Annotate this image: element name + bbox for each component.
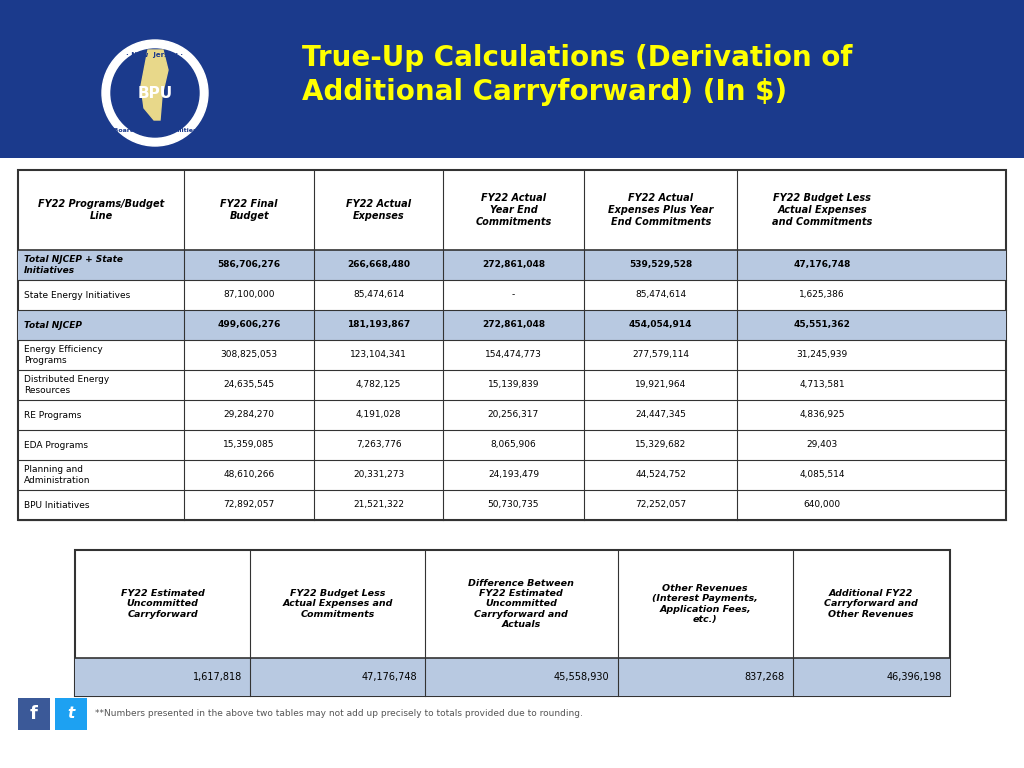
Text: 277,579,114: 277,579,114 [632, 350, 689, 359]
Text: 272,861,048: 272,861,048 [482, 320, 545, 329]
Text: 272,861,048: 272,861,048 [482, 260, 545, 270]
Text: 4,713,581: 4,713,581 [800, 380, 845, 389]
Text: RE Programs: RE Programs [24, 411, 81, 419]
Text: 454,054,914: 454,054,914 [629, 320, 692, 329]
Text: 8,065,906: 8,065,906 [490, 441, 537, 449]
Text: EDA Programs: EDA Programs [24, 441, 88, 449]
Circle shape [111, 49, 199, 137]
Text: 29,403: 29,403 [807, 441, 838, 449]
Bar [18, 250, 1006, 280]
Text: FY22 Programs/Budget
Line: FY22 Programs/Budget Line [38, 199, 164, 221]
Text: 87,100,000: 87,100,000 [223, 290, 274, 300]
Text: 154,474,773: 154,474,773 [485, 350, 542, 359]
Text: -: - [512, 290, 515, 300]
Text: Difference Between
FY22 Estimated
Uncommitted
Carryforward and
Actuals: Difference Between FY22 Estimated Uncomm… [468, 579, 574, 629]
Text: True-Up Calculations (Derivation of: True-Up Calculations (Derivation of [302, 44, 853, 72]
Text: 72,892,057: 72,892,057 [223, 501, 274, 509]
Text: BPU: BPU [137, 85, 173, 101]
Circle shape [95, 33, 215, 153]
Text: f: f [30, 705, 38, 723]
Text: 31,245,939: 31,245,939 [797, 350, 848, 359]
Text: **Numbers presented in the above two tables may not add up precisely to totals p: **Numbers presented in the above two tab… [95, 709, 583, 717]
Text: 181,193,867: 181,193,867 [347, 320, 411, 329]
Polygon shape [141, 50, 168, 120]
Text: 72,252,057: 72,252,057 [635, 501, 686, 509]
Bar [75, 550, 950, 696]
Text: 586,706,276: 586,706,276 [218, 260, 281, 270]
Text: 24,193,479: 24,193,479 [487, 471, 539, 479]
Text: FY22 Actual
Year End
Commitments: FY22 Actual Year End Commitments [475, 194, 552, 227]
Text: · New  Jersey ·: · New Jersey · [127, 52, 183, 58]
Text: 24,447,345: 24,447,345 [635, 411, 686, 419]
Text: 15,139,839: 15,139,839 [487, 380, 540, 389]
Text: 15,359,085: 15,359,085 [223, 441, 274, 449]
Text: 45,558,930: 45,558,930 [554, 672, 609, 682]
Text: 48,610,266: 48,610,266 [223, 471, 274, 479]
Text: 4,836,925: 4,836,925 [800, 411, 845, 419]
Text: 123,104,341: 123,104,341 [350, 350, 408, 359]
Text: t: t [68, 707, 75, 721]
Bar [18, 310, 1006, 340]
Text: BPU Initiatives: BPU Initiatives [24, 501, 89, 509]
Text: Energy Efficiency
Programs: Energy Efficiency Programs [24, 346, 102, 365]
Text: 85,474,614: 85,474,614 [353, 290, 404, 300]
Text: 837,268: 837,268 [744, 672, 784, 682]
Text: 20,331,273: 20,331,273 [353, 471, 404, 479]
Text: 4,782,125: 4,782,125 [356, 380, 401, 389]
Text: Total NJCEP: Total NJCEP [24, 320, 82, 329]
Text: 20,256,317: 20,256,317 [487, 411, 539, 419]
Bar [75, 658, 950, 696]
Text: Total NJCEP + State
Initiatives: Total NJCEP + State Initiatives [24, 255, 123, 275]
Circle shape [102, 40, 208, 146]
Bar [0, 0, 1024, 158]
Bar [55, 698, 87, 730]
Text: Planning and
Administration: Planning and Administration [24, 465, 90, 485]
Text: FY22 Final
Budget: FY22 Final Budget [220, 199, 278, 221]
Text: Additional Carryforward) (In $): Additional Carryforward) (In $) [302, 78, 787, 106]
Text: 4,191,028: 4,191,028 [356, 411, 401, 419]
Text: 29,284,270: 29,284,270 [223, 411, 274, 419]
Text: 24,635,545: 24,635,545 [223, 380, 274, 389]
Text: 46,396,198: 46,396,198 [887, 672, 942, 682]
Text: 47,176,748: 47,176,748 [794, 260, 851, 270]
Text: FY22 Actual
Expenses: FY22 Actual Expenses [346, 199, 412, 221]
Text: 47,176,748: 47,176,748 [361, 672, 417, 682]
Text: 539,529,528: 539,529,528 [629, 260, 692, 270]
Text: 1,617,818: 1,617,818 [193, 672, 242, 682]
Text: 21,521,322: 21,521,322 [353, 501, 404, 509]
Bar [18, 698, 50, 730]
Text: 15,329,682: 15,329,682 [635, 441, 686, 449]
Text: 50,730,735: 50,730,735 [487, 501, 540, 509]
Text: Other Revenues
(Interest Payments,
Application Fees,
etc.): Other Revenues (Interest Payments, Appli… [652, 584, 758, 624]
Text: Additional FY22
Carryforward and
Other Revenues: Additional FY22 Carryforward and Other R… [824, 589, 919, 619]
Text: · Board of Public Utilities ·: · Board of Public Utilities · [109, 128, 201, 134]
Text: 499,606,276: 499,606,276 [217, 320, 281, 329]
Bar [18, 170, 1006, 520]
Text: 45,551,362: 45,551,362 [794, 320, 851, 329]
Text: State Energy Initiatives: State Energy Initiatives [24, 290, 130, 300]
Text: FY22 Estimated
Uncommitted
Carryforward: FY22 Estimated Uncommitted Carryforward [121, 589, 205, 619]
Text: 7,263,776: 7,263,776 [355, 441, 401, 449]
Text: Distributed Energy
Resources: Distributed Energy Resources [24, 376, 110, 395]
Text: FY22 Actual
Expenses Plus Year
End Commitments: FY22 Actual Expenses Plus Year End Commi… [608, 194, 714, 227]
Text: 44,524,752: 44,524,752 [635, 471, 686, 479]
Text: 19,921,964: 19,921,964 [635, 380, 686, 389]
Text: 640,000: 640,000 [804, 501, 841, 509]
Text: 308,825,053: 308,825,053 [220, 350, 278, 359]
Text: 266,668,480: 266,668,480 [347, 260, 411, 270]
Text: FY22 Budget Less
Actual Expenses and
Commitments: FY22 Budget Less Actual Expenses and Com… [283, 589, 392, 619]
Text: 85,474,614: 85,474,614 [635, 290, 686, 300]
Text: FY22 Budget Less
Actual Expenses
and Commitments: FY22 Budget Less Actual Expenses and Com… [772, 194, 872, 227]
Text: 1,625,386: 1,625,386 [800, 290, 845, 300]
Text: 4,085,514: 4,085,514 [800, 471, 845, 479]
